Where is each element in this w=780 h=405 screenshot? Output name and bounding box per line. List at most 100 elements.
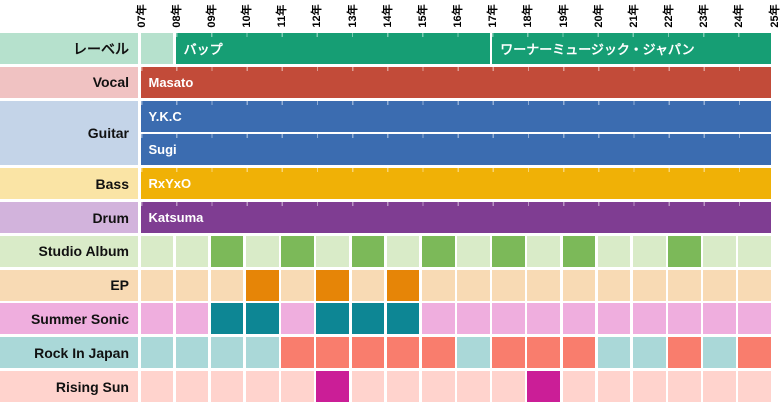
axis-year-label: 10年: [241, 4, 253, 28]
year-cell: [246, 371, 279, 402]
axis-year-label: 24年: [733, 4, 746, 28]
year-cell: [562, 371, 596, 402]
year-cell: [738, 303, 772, 335]
year-cell: [703, 303, 736, 335]
year-cell: [175, 303, 209, 335]
highlight-cell-studio-album-2022: [668, 235, 701, 267]
year-cell: [492, 303, 525, 335]
highlight-cell-studio-album-2009: [210, 235, 244, 267]
year-cell: [527, 235, 561, 267]
bar-label-rxyxo: RxYxO: [148, 176, 192, 192]
highlight-cell-summer-sonic-2012: [316, 303, 349, 335]
axis-year-label: 23年: [698, 4, 711, 28]
highlight-cell-rock-in-japan-2024: [738, 337, 772, 369]
year-cell: [562, 269, 596, 301]
year-cell: [457, 303, 490, 335]
year-cell: [175, 371, 209, 402]
axis-year-label: 18年: [522, 4, 535, 28]
row-header-drum: Drum: [0, 202, 138, 233]
year-cell: [175, 337, 209, 369]
year-cell: [668, 371, 701, 402]
year-cell: [597, 371, 631, 402]
bar-label-vap: バップ: [183, 42, 223, 57]
year-cell: [457, 269, 490, 301]
bar-ykc: Y.K.C: [140, 100, 772, 132]
axis-year-label: 17年: [487, 4, 500, 28]
year-cell: [492, 371, 525, 402]
year-cell: [140, 235, 174, 267]
year-cell: [140, 269, 174, 301]
highlight-cell-studio-album-2013: [351, 235, 385, 267]
year-cell: [632, 371, 666, 402]
bar-masato: Masato: [140, 66, 772, 98]
year-cell: [457, 235, 490, 267]
highlight-cell-studio-album-2019: [562, 235, 596, 267]
year-cell: [738, 269, 772, 301]
year-cell: [703, 337, 736, 369]
year-cell: [140, 33, 174, 64]
year-cell: [632, 235, 666, 267]
row-header-summer-sonic: Summer Sonic: [0, 303, 138, 335]
highlight-cell-rock-in-japan-2019: [562, 337, 596, 369]
year-cell: [210, 269, 244, 301]
highlight-cell-studio-album-2011: [281, 235, 314, 267]
axis-year-label: 14年: [381, 4, 394, 28]
row-header-guitar: Guitar: [0, 100, 138, 166]
year-cell: [668, 303, 701, 335]
highlight-cell-rock-in-japan-2022: [668, 337, 701, 369]
year-cell: [597, 337, 631, 369]
highlight-cell-ep-2014: [386, 269, 420, 301]
year-cell: [351, 371, 385, 402]
year-cell: [492, 269, 525, 301]
highlight-cell-summer-sonic-2013: [351, 303, 385, 335]
axis-year-label: 25年: [768, 4, 780, 28]
year-cell: [175, 269, 209, 301]
bar-rxyxo: RxYxO: [140, 168, 772, 200]
year-cell: [527, 303, 561, 335]
bar-label-sugi: Sugi: [148, 142, 177, 158]
axis-year-label: 20年: [592, 4, 605, 28]
year-cell: [632, 303, 666, 335]
year-cell: [140, 303, 174, 335]
bar-warner-music-japan: ワーナーミュージック・ジャパン: [492, 33, 772, 64]
highlight-cell-rock-in-japan-2013: [351, 337, 385, 369]
year-cell: [210, 337, 244, 369]
year-cell: [140, 371, 174, 402]
axis-year-label: 22年: [663, 4, 676, 28]
year-cell: [632, 269, 666, 301]
highlight-cell-studio-album-2015: [421, 235, 455, 267]
year-cell: [703, 235, 736, 267]
highlight-cell-rock-in-japan-2017: [492, 337, 525, 369]
highlight-cell-studio-album-2017: [492, 235, 525, 267]
year-cell: [562, 303, 596, 335]
row-header-studio-album: Studio Album: [0, 235, 138, 267]
bar-label-katsuma: Katsuma: [148, 210, 204, 225]
row-header-ep: EP: [0, 269, 138, 301]
bar-label-masato: Masato: [148, 74, 194, 90]
highlight-cell-rock-in-japan-2015: [421, 337, 455, 369]
year-cell: [281, 303, 314, 335]
axis-year-label: 07年: [135, 4, 148, 28]
bar-label-warner-music-japan: ワーナーミュージック・ジャパン: [500, 42, 695, 57]
axis-year-label: 15年: [416, 4, 429, 28]
row-header-rising-sun: Rising Sun: [0, 371, 138, 402]
year-cell: [140, 337, 174, 369]
year-cell: [738, 235, 772, 267]
highlight-cell-summer-sonic-2010: [246, 303, 279, 335]
year-cell: [668, 269, 701, 301]
axis-year-label: 12年: [311, 4, 324, 28]
year-cell: [421, 303, 455, 335]
year-cell: [703, 371, 736, 402]
highlight-cell-summer-sonic-2014: [386, 303, 420, 335]
year-cell: [281, 269, 314, 301]
highlight-cell-rock-in-japan-2012: [316, 337, 349, 369]
year-cell: [632, 337, 666, 369]
year-cell: [597, 303, 631, 335]
highlight-cell-rock-in-japan-2011: [281, 337, 314, 369]
bar-label-ykc: Y.K.C: [148, 108, 182, 124]
row-header-bass: Bass: [0, 168, 138, 200]
row-header-vocal: Vocal: [0, 66, 138, 98]
row-header-label-row: レーベル: [0, 33, 138, 64]
axis-year-label: 16年: [452, 4, 465, 28]
